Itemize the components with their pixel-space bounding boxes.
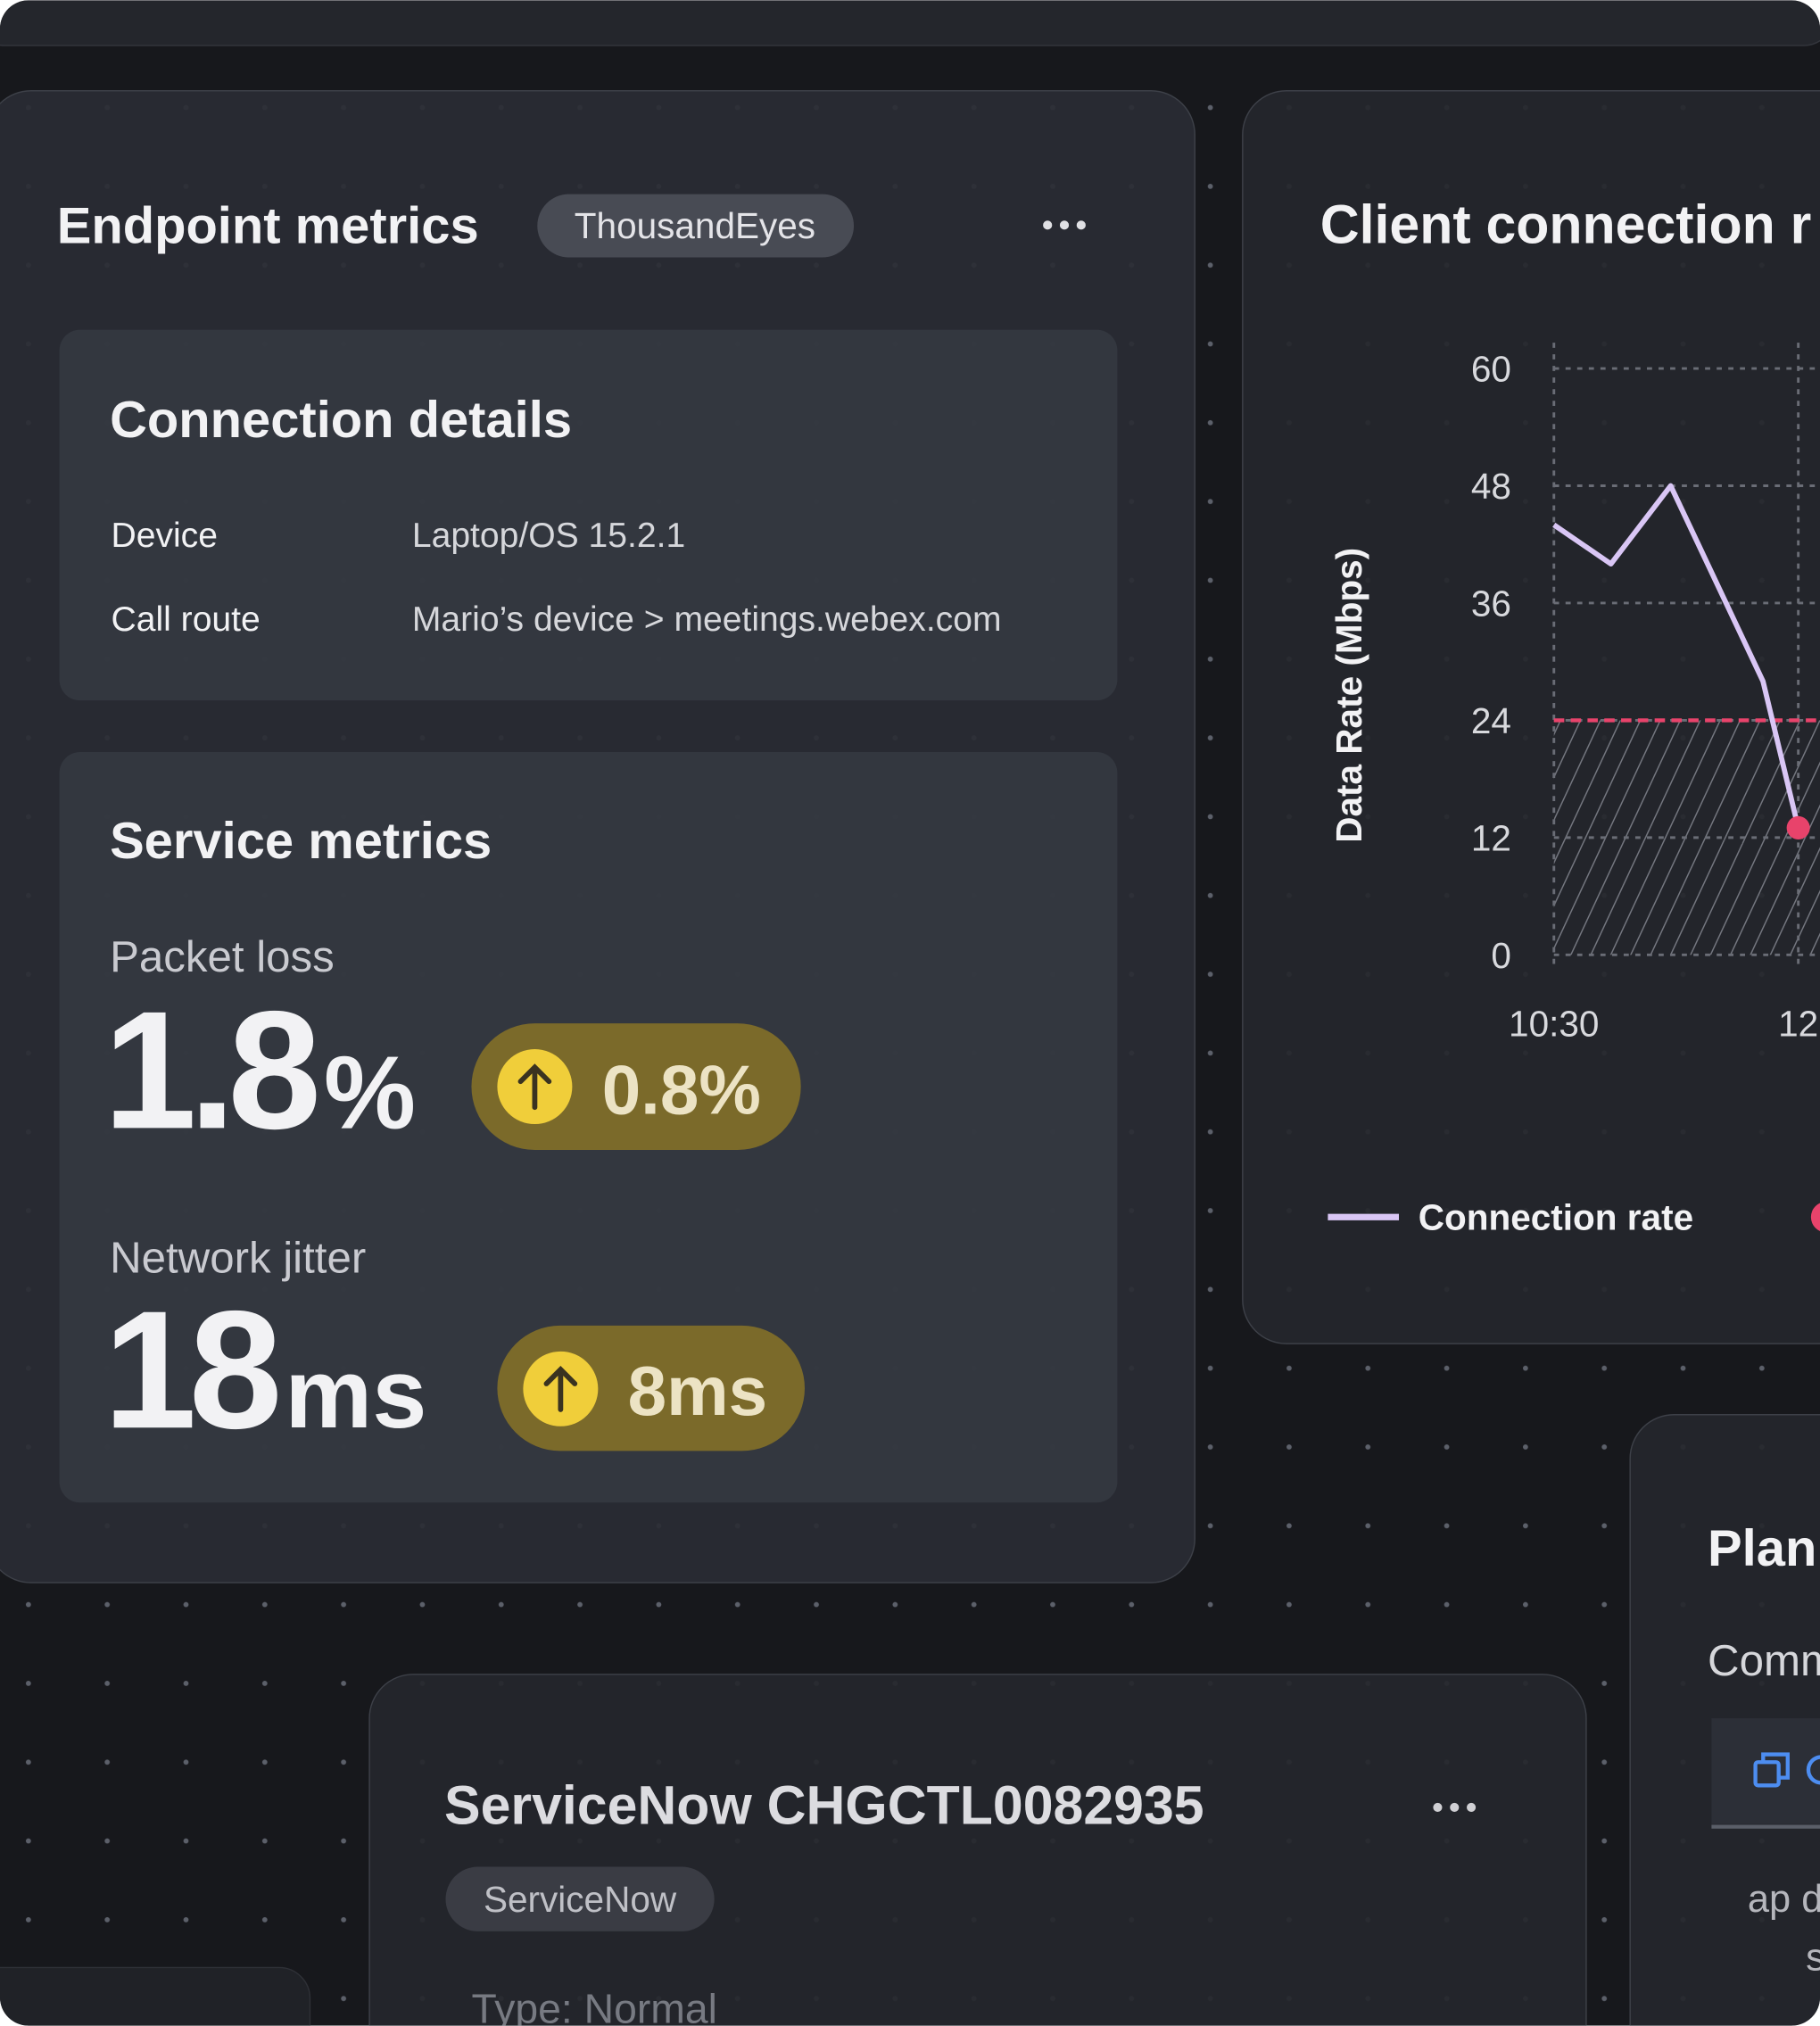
body-text: ap d bbox=[1748, 1878, 1820, 1921]
section-title: Connection details bbox=[110, 392, 572, 449]
body-text: s bbox=[1806, 1936, 1820, 1979]
card bbox=[368, 1674, 1587, 2026]
copy-icon[interactable] bbox=[1753, 1752, 1790, 1788]
menu-button[interactable] bbox=[1043, 220, 1086, 230]
y-tick-label: 36 bbox=[1471, 583, 1511, 624]
change-text: 0.8% bbox=[602, 1050, 761, 1129]
y-tick-label: 48 bbox=[1471, 466, 1511, 507]
card-subtitle: Comm bbox=[1708, 1636, 1820, 1685]
row-label: Call route bbox=[112, 600, 261, 639]
endpoint-card: Endpoint metrics ThousandEyes Connection… bbox=[0, 90, 1195, 1584]
x-tick-label: 12 bbox=[1778, 1004, 1818, 1045]
top-card bbox=[0, 0, 1820, 46]
card-title: Endpoint metrics bbox=[57, 198, 479, 255]
y-tick-label: 12 bbox=[1471, 817, 1511, 858]
metric-value: 18 ms bbox=[103, 1276, 427, 1463]
toolbar bbox=[1711, 1718, 1820, 1824]
plan-card: Plan Comm ap d s bbox=[1629, 1414, 1820, 2026]
x-tick-label: 10:30 bbox=[1509, 1004, 1599, 1045]
metric-label: Packet loss bbox=[110, 932, 335, 981]
section-title: Service metrics bbox=[110, 813, 492, 870]
y-tick-label: 0 bbox=[1491, 935, 1511, 976]
arrow bbox=[517, 1063, 552, 1111]
chart-card: Client connection r Data Rate (Mbps) 0 12… bbox=[1242, 90, 1820, 1344]
chart-title: Client connection r bbox=[1320, 194, 1812, 255]
alert-point bbox=[1786, 815, 1810, 839]
series-line bbox=[1552, 483, 1801, 829]
panel bbox=[59, 329, 1118, 701]
badge[interactable] bbox=[537, 194, 855, 258]
row-value: Laptop/OS 15.2.1 bbox=[412, 517, 685, 555]
card-title: Plan bbox=[1708, 1520, 1816, 1577]
change-text: 8ms bbox=[628, 1352, 767, 1430]
badge[interactable] bbox=[445, 1866, 715, 1931]
servicenow-card: ServiceNow CHGCTL0082935 ServiceNow Type… bbox=[368, 1674, 1587, 2026]
legend-label: Connection rate bbox=[1419, 1197, 1693, 1238]
row-label: Device bbox=[112, 517, 218, 555]
y-axis-label: Data Rate (Mbps) bbox=[1328, 548, 1369, 843]
metric-value: 1.8% bbox=[103, 976, 416, 1163]
y-tick-label: 24 bbox=[1471, 700, 1511, 741]
badge-text: ThousandEyes bbox=[575, 205, 815, 246]
metric-label: Network jitter bbox=[110, 1234, 366, 1283]
y-tick-label: 60 bbox=[1471, 349, 1511, 390]
badge-text: ServiceNow bbox=[484, 1879, 677, 1920]
arrow bbox=[543, 1366, 578, 1412]
card-title: ServiceNow CHGCTL0082935 bbox=[444, 1775, 1204, 1836]
row-value: Mario’s device > meetings.webex.com bbox=[412, 600, 1002, 639]
icon[interactable] bbox=[1806, 1755, 1820, 1785]
bottom-left-card bbox=[0, 1966, 311, 2026]
legend-marker bbox=[1810, 1201, 1820, 1233]
menu-button[interactable] bbox=[1433, 1802, 1477, 1812]
type-text: Type: Normal bbox=[471, 1986, 716, 2026]
